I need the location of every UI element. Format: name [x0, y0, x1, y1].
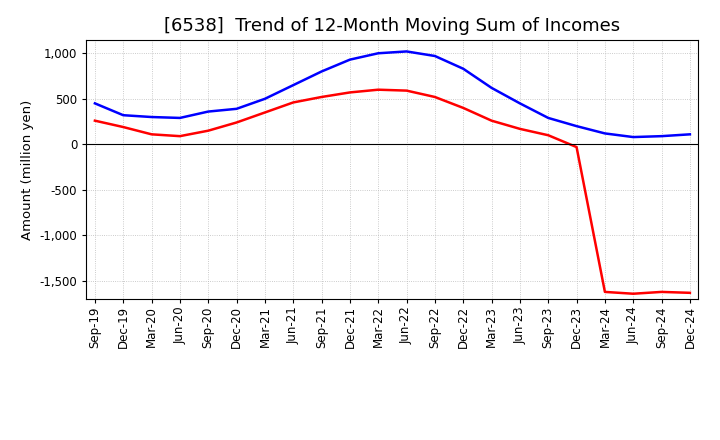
Net Income [600, 289, 609, 294]
Ordinary Income [261, 96, 269, 102]
Y-axis label: Amount (million yen): Amount (million yen) [21, 99, 34, 239]
Ordinary Income [487, 85, 496, 91]
Ordinary Income [600, 131, 609, 136]
Ordinary Income [289, 83, 297, 88]
Line: Ordinary Income: Ordinary Income [95, 51, 690, 137]
Net Income [261, 110, 269, 115]
Ordinary Income [233, 106, 241, 111]
Line: Net Income: Net Income [95, 90, 690, 294]
Net Income [657, 289, 666, 294]
Ordinary Income [91, 101, 99, 106]
Ordinary Income [204, 109, 212, 114]
Net Income [346, 90, 354, 95]
Ordinary Income [431, 53, 439, 59]
Ordinary Income [572, 124, 581, 129]
Net Income [544, 132, 552, 138]
Net Income [176, 133, 184, 139]
Ordinary Income [516, 101, 524, 106]
Ordinary Income [459, 66, 467, 71]
Ordinary Income [374, 51, 382, 56]
Net Income [91, 118, 99, 123]
Net Income [431, 94, 439, 99]
Net Income [148, 132, 156, 137]
Net Income [233, 120, 241, 125]
Ordinary Income [629, 135, 637, 140]
Net Income [487, 118, 496, 123]
Ordinary Income [346, 57, 354, 62]
Net Income [685, 290, 694, 296]
Net Income [459, 105, 467, 110]
Ordinary Income [119, 113, 127, 118]
Title: [6538]  Trend of 12-Month Moving Sum of Incomes: [6538] Trend of 12-Month Moving Sum of I… [164, 17, 621, 35]
Ordinary Income [544, 115, 552, 121]
Ordinary Income [318, 69, 326, 74]
Net Income [516, 126, 524, 132]
Net Income [289, 100, 297, 105]
Net Income [572, 144, 581, 150]
Ordinary Income [685, 132, 694, 137]
Net Income [318, 94, 326, 99]
Net Income [374, 87, 382, 92]
Ordinary Income [402, 49, 411, 54]
Net Income [402, 88, 411, 93]
Ordinary Income [148, 114, 156, 120]
Net Income [629, 291, 637, 297]
Net Income [204, 128, 212, 133]
Ordinary Income [176, 115, 184, 121]
Ordinary Income [657, 133, 666, 139]
Net Income [119, 125, 127, 130]
